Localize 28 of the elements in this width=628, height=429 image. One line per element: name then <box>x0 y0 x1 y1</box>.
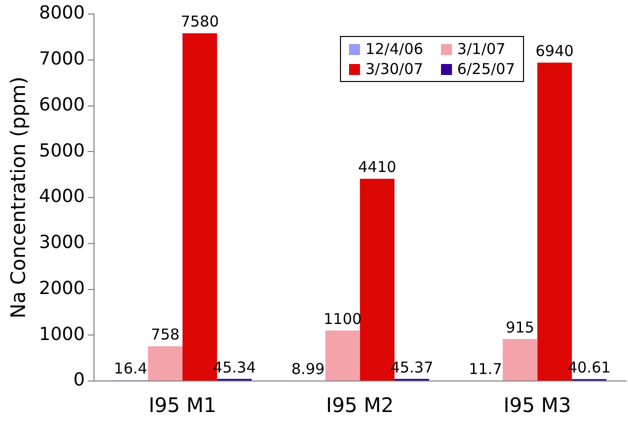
y-tick-label: 5000 <box>38 140 85 162</box>
y-tick-label: 7000 <box>38 48 85 70</box>
legend-label: 3/1/07 <box>457 40 506 58</box>
data-label: 11.7 <box>468 360 502 378</box>
y-tick-label: 1000 <box>38 324 85 345</box>
data-label: 8.99 <box>291 360 325 378</box>
y-axis-title: Na Concentration (ppm) <box>6 76 30 318</box>
legend-label: 6/25/07 <box>457 60 515 78</box>
x-tick-label: I95 M2 <box>326 393 394 418</box>
y-tick-label: 3000 <box>38 232 85 254</box>
bar <box>148 346 183 380</box>
data-label: 758 <box>150 326 180 344</box>
bar <box>502 339 538 380</box>
legend-label: 3/30/07 <box>365 60 424 78</box>
data-label: 915 <box>506 318 534 336</box>
y-tick-label: 0 <box>73 370 85 391</box>
x-tick-label: I95 M1 <box>148 393 216 418</box>
y-tick-label: 6000 <box>38 94 85 116</box>
bar <box>325 330 360 380</box>
data-label: 4410 <box>358 158 396 176</box>
legend-label: 12/4/06 <box>365 40 424 58</box>
data-label: 7580 <box>180 12 219 31</box>
data-label: 16.4 <box>114 360 148 378</box>
y-tick-label: 8000 <box>38 2 85 24</box>
y-tick-label: 4000 <box>38 186 85 208</box>
x-tick-label: I95 M3 <box>503 393 572 418</box>
data-label: 6940 <box>536 42 574 60</box>
y-tick-label: 2000 <box>38 278 85 299</box>
